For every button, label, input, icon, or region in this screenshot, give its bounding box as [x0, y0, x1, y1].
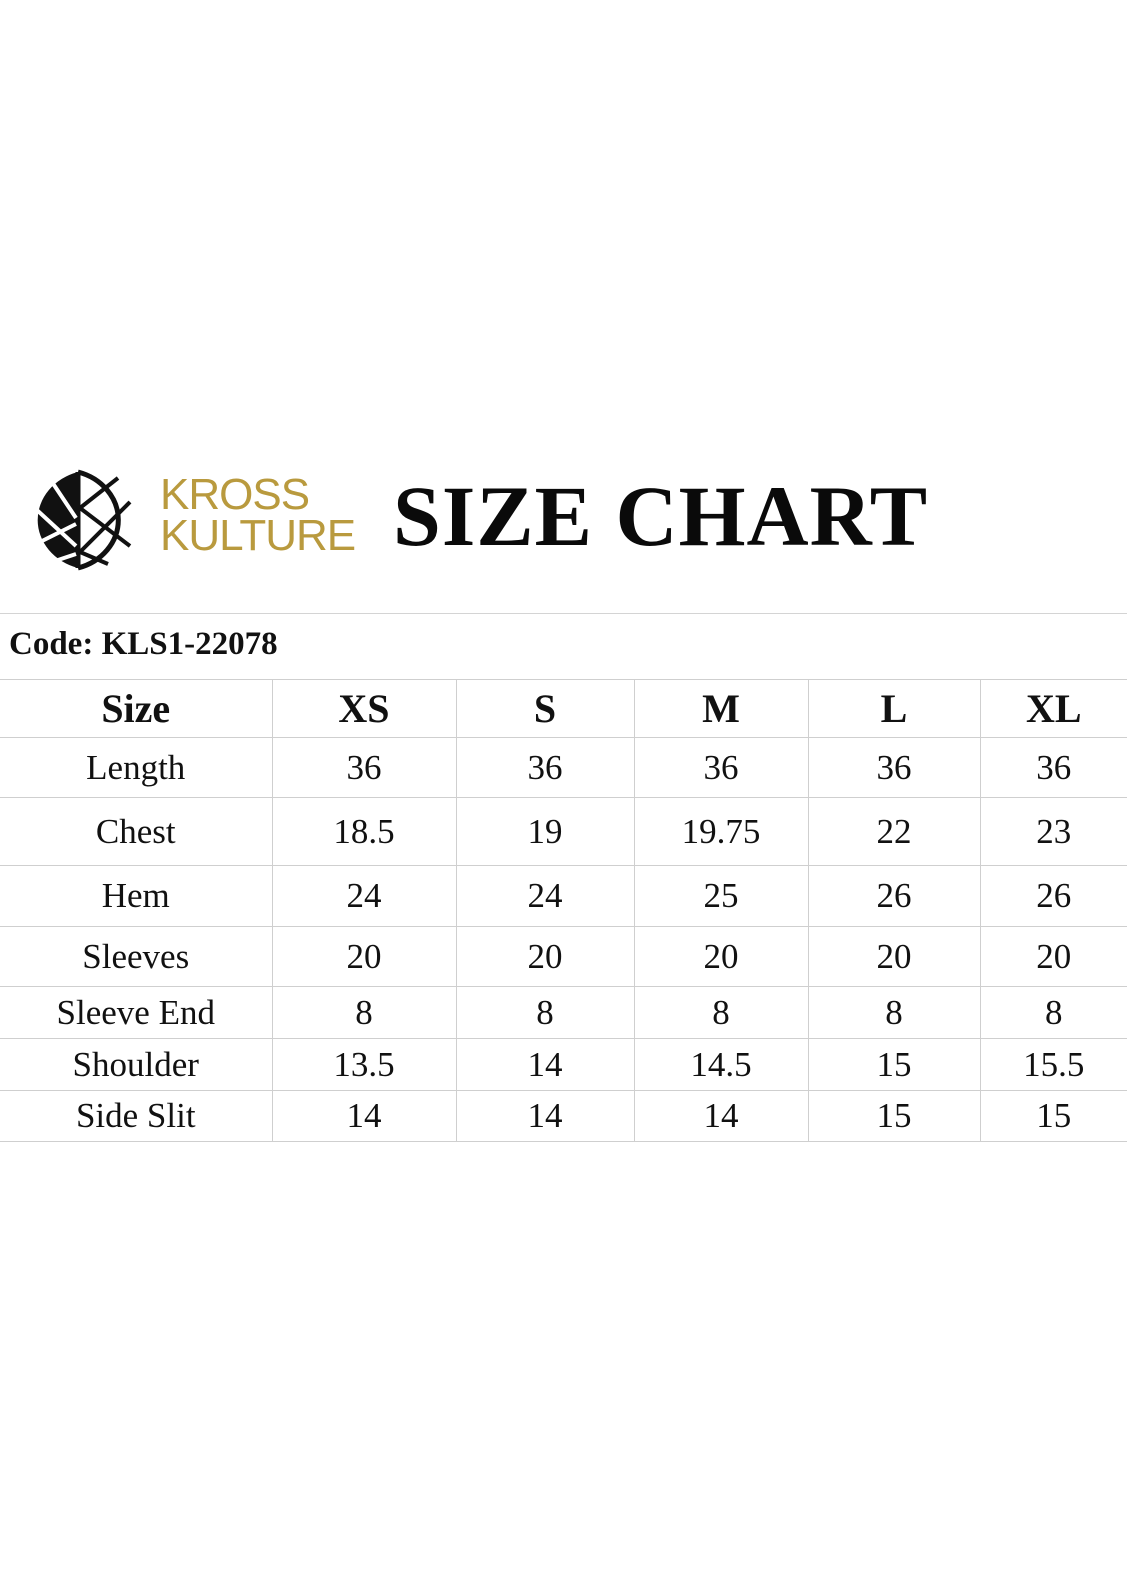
- table-cell: 24: [271, 865, 456, 927]
- table-cell: 14: [455, 1090, 634, 1142]
- table-cell: 19: [455, 797, 634, 866]
- table-cell: 20: [455, 926, 634, 987]
- row-label: Length: [0, 737, 272, 798]
- table-cell: 36: [271, 737, 456, 798]
- table-cell: 24: [455, 865, 634, 927]
- column-header: L: [807, 679, 980, 738]
- table-cell: 14: [271, 1090, 456, 1142]
- table-row: Sleeve End 8 8 8 8 8: [0, 986, 1127, 1039]
- table-cell: 8: [979, 986, 1127, 1039]
- table-cell: 14.5: [633, 1038, 808, 1091]
- table-cell: 23: [979, 797, 1127, 866]
- table-cell: 20: [979, 926, 1127, 987]
- table-cell: 18.5: [271, 797, 456, 866]
- table-cell: 19.75: [633, 797, 808, 866]
- table-cell: 15: [807, 1090, 980, 1142]
- table-cell: 36: [979, 737, 1127, 798]
- page-title: SIZE CHART: [393, 468, 929, 564]
- row-label: Shoulder: [0, 1038, 272, 1091]
- brand-wordmark: KROSS KULTURE: [160, 470, 356, 560]
- row-label: Chest: [0, 797, 272, 866]
- table-cell: 13.5: [271, 1038, 456, 1091]
- size-table: Size XS S M L XL Length 36 36 36 36 36 Chest 18.5 19 1…: [0, 679, 1127, 1142]
- table-cell: 8: [807, 986, 980, 1039]
- brand-logo-icon: [24, 469, 132, 571]
- table-cell: 15: [979, 1090, 1127, 1142]
- table-cell: 8: [455, 986, 634, 1039]
- table-row: Chest 18.5 19 19.75 22 23: [0, 797, 1127, 866]
- table-cell: 15.5: [979, 1038, 1127, 1091]
- table-cell: 26: [807, 865, 980, 927]
- table-cell: 20: [807, 926, 980, 987]
- table-row: Side Slit 14 14 14 15 15: [0, 1090, 1127, 1142]
- table-cell: 36: [807, 737, 980, 798]
- table-header-row: Size XS S M L XL: [0, 679, 1127, 738]
- table-row: Sleeves 20 20 20 20 20: [0, 926, 1127, 987]
- row-label: Sleeve End: [0, 986, 272, 1039]
- divider: [0, 613, 1127, 614]
- table-row: Shoulder 13.5 14 14.5 15 15.5: [0, 1038, 1127, 1091]
- column-header: M: [633, 679, 808, 738]
- table-cell: 36: [633, 737, 808, 798]
- table-cell: 8: [271, 986, 456, 1039]
- table-cell: 15: [807, 1038, 980, 1091]
- table-row: Length 36 36 36 36 36: [0, 737, 1127, 798]
- table-cell: 26: [979, 865, 1127, 927]
- row-label: Hem: [0, 865, 272, 927]
- column-header: S: [455, 679, 634, 738]
- brand-line1: KROSS: [160, 470, 310, 519]
- column-header: XL: [979, 679, 1127, 738]
- row-label: Sleeves: [0, 926, 272, 987]
- table-cell: 20: [633, 926, 808, 987]
- product-code: Code: KLS1-22078: [9, 626, 278, 662]
- table-cell: 22: [807, 797, 980, 866]
- brand-line2: KULTURE: [160, 511, 356, 560]
- table-row: Hem 24 24 25 26 26: [0, 865, 1127, 927]
- column-header: Size: [0, 679, 272, 738]
- table-cell: 14: [633, 1090, 808, 1142]
- column-header: XS: [271, 679, 456, 738]
- table-cell: 36: [455, 737, 634, 798]
- table-cell: 20: [271, 926, 456, 987]
- table-cell: 25: [633, 865, 808, 927]
- table-cell: 14: [455, 1038, 634, 1091]
- row-label: Side Slit: [0, 1090, 272, 1142]
- table-cell: 8: [633, 986, 808, 1039]
